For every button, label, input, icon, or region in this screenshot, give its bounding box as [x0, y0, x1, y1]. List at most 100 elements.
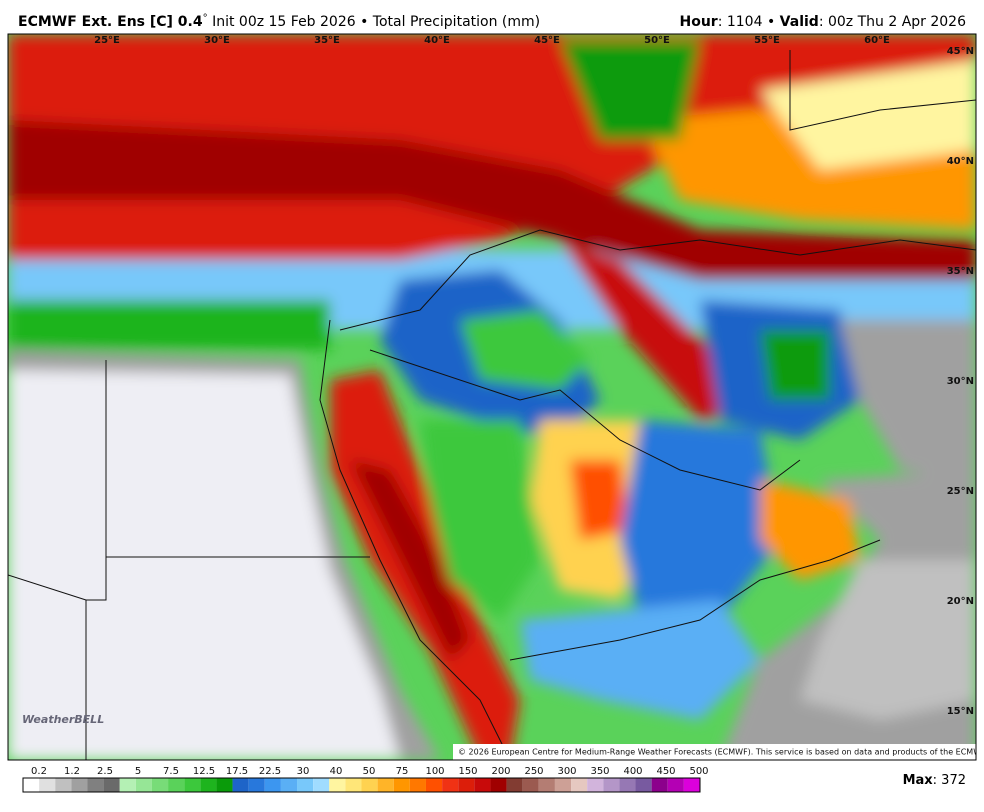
colorbar-frame: [22, 777, 701, 793]
title-rest: Init 00z 15 Feb 2026 • Total Precipitati…: [208, 14, 541, 30]
colorbar-label: 500: [689, 766, 708, 777]
color-swatch: [587, 778, 604, 792]
color-swatch: [603, 778, 620, 792]
color-swatch: [119, 778, 136, 792]
color-swatch: [619, 778, 636, 792]
color-swatch: [313, 778, 330, 792]
colorbar-label: 7.5: [163, 766, 179, 777]
colorbar-label: 250: [524, 766, 543, 777]
borders: [8, 50, 976, 760]
color-swatch: [683, 778, 700, 792]
lon-label: 45°E: [534, 35, 560, 46]
graticule-labels: 25°E 30°E 35°E 40°E 45°E 50°E 55°E 60°E 45°N 40°N…: [94, 35, 974, 717]
color-swatch: [651, 778, 668, 792]
color-swatch: [474, 778, 491, 792]
max: Max: 372: [903, 773, 966, 788]
colorbar-label: 75: [396, 766, 409, 777]
valid-label: Valid: [780, 14, 819, 30]
color-swatch: [248, 778, 265, 792]
colorbar-label: 12.5: [193, 766, 215, 777]
color-swatch: [297, 778, 314, 792]
max-label: Max: [903, 773, 934, 788]
color-swatch: [184, 778, 201, 792]
copyright-box: [453, 744, 976, 760]
color-swatch: [280, 778, 298, 792]
color-swatch: [490, 778, 507, 792]
colorbar-label: 17.5: [226, 766, 248, 777]
colorbar-label: 0.2: [31, 766, 47, 777]
color-swatch: [377, 778, 394, 792]
lat-label: 40°N: [947, 156, 974, 167]
color-swatch: [135, 778, 152, 792]
color-swatch: [39, 778, 56, 792]
colorbar: 0.2 1.2 2.5 5 7.5 12.5 17.5 22.5 30 40 50 75 100 150 2…: [22, 766, 709, 793]
color-swatch: [168, 778, 185, 792]
color-swatch: [216, 778, 233, 792]
lon-label: 35°E: [314, 35, 340, 46]
colorbar-label: 300: [557, 766, 576, 777]
colorbar-label: 450: [656, 766, 675, 777]
color-swatch: [667, 778, 684, 792]
color-swatch: [506, 778, 523, 792]
lat-label: 25°N: [947, 486, 974, 497]
color-swatch: [103, 778, 120, 792]
lat-label: 45°N: [947, 46, 974, 57]
color-swatch: [23, 778, 40, 792]
colorbar-label: 100: [425, 766, 444, 777]
color-swatch: [571, 778, 588, 792]
color-swatch: [393, 778, 410, 792]
header-left: ECMWF Ext. Ens [C] 0.4° Init 00z 15 Feb …: [18, 13, 540, 30]
title-bold: ECMWF Ext. Ens [C] 0.4: [18, 14, 203, 30]
colorbar-label: 2.5: [97, 766, 113, 777]
header-right: Hour: 1104 • Valid: 00z Thu 2 Apr 2026: [679, 14, 966, 30]
lon-label: 55°E: [754, 35, 780, 46]
colorbar-label: 400: [623, 766, 642, 777]
color-swatch: [538, 778, 555, 792]
color-swatch: [635, 778, 652, 792]
color-swatch: [458, 778, 475, 792]
lat-label: 30°N: [947, 376, 974, 387]
color-swatch: [55, 778, 72, 792]
colorbar-label: 1.2: [64, 766, 80, 777]
color-swatch: [361, 778, 378, 792]
color-swatch: [264, 778, 281, 792]
colorbar-label: 150: [458, 766, 477, 777]
colorbar-label: 22.5: [259, 766, 281, 777]
colorbar-label: 50: [363, 766, 376, 777]
color-swatch: [200, 778, 217, 792]
logo: WeatherBELL: [22, 713, 104, 726]
lon-label: 25°E: [94, 35, 120, 46]
color-swatch: [554, 778, 572, 792]
lat-label: 15°N: [947, 706, 974, 717]
lat-label: 20°N: [947, 596, 974, 607]
colorbar-label: 350: [590, 766, 609, 777]
valid-value: : 00z Thu 2 Apr 2026: [819, 14, 966, 30]
colorbar-label: 200: [491, 766, 510, 777]
color-swatch: [71, 778, 88, 792]
color-swatch: [329, 778, 346, 792]
degree: °: [203, 13, 208, 24]
map-frame: [7, 33, 977, 761]
hour-value: : 1104 •: [718, 14, 780, 30]
colorbar-label: 40: [330, 766, 343, 777]
color-swatch: [409, 778, 426, 792]
lon-label: 50°E: [644, 35, 670, 46]
max-value: : 372: [933, 773, 966, 788]
lon-label: 40°E: [424, 35, 450, 46]
color-swatch: [442, 778, 459, 792]
color-swatch: [345, 778, 362, 792]
lon-label: 60°E: [864, 35, 890, 46]
colorbar-label: 30: [297, 766, 310, 777]
colorbar-label: 5: [135, 766, 141, 777]
color-swatch: [232, 778, 249, 792]
map: WeatherBELL © 2026 European Centre for M…: [8, 34, 984, 760]
color-swatch: [151, 778, 169, 792]
lon-label: 30°E: [204, 35, 230, 46]
color-swatch: [87, 778, 104, 792]
hour-label: Hour: [679, 14, 717, 30]
lat-label: 35°N: [947, 266, 974, 277]
copyright: © 2026 European Centre for Medium-Range …: [458, 748, 984, 757]
color-swatch: [522, 778, 539, 792]
